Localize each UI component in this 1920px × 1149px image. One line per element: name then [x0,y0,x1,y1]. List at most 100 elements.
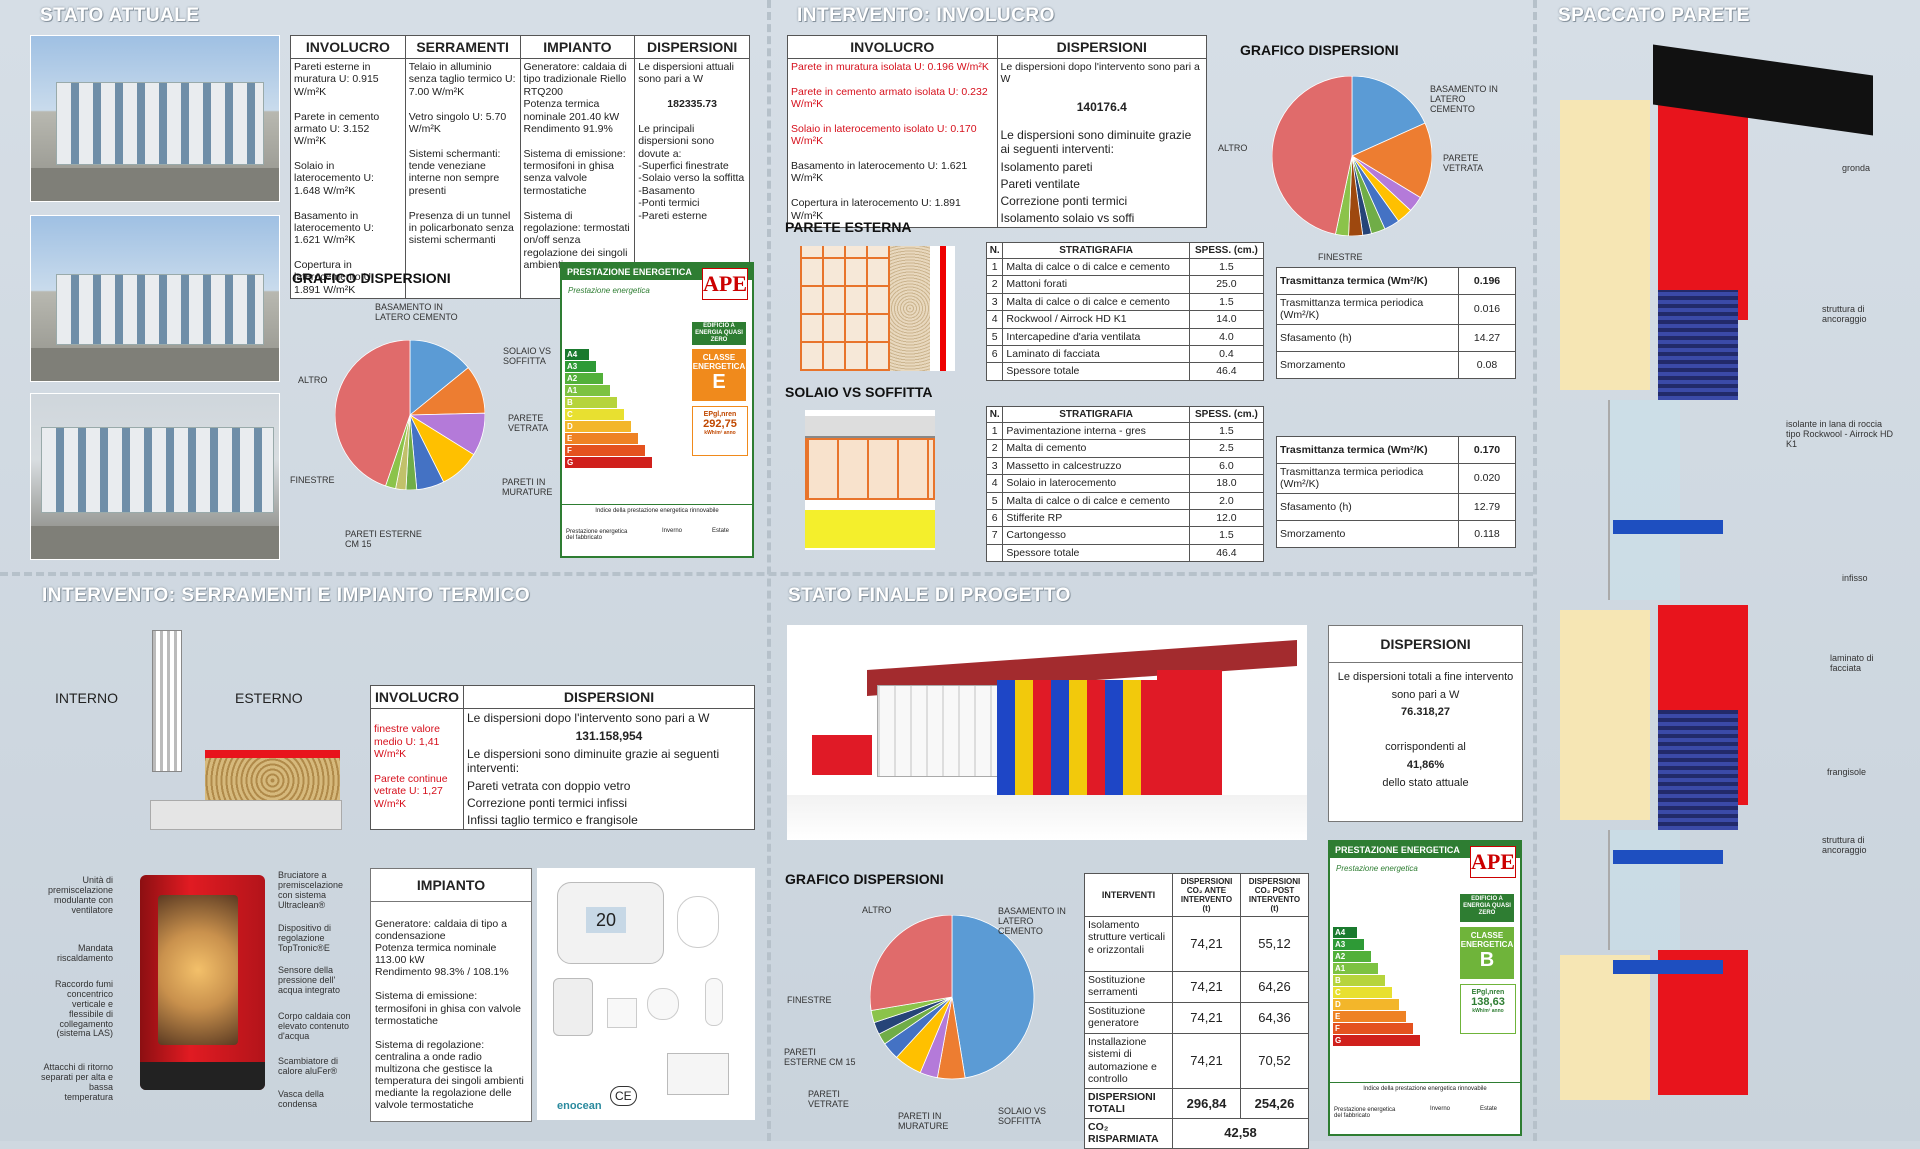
co2-cell: 74,21 [1172,1002,1241,1034]
building-photo [30,35,280,202]
cell-text: Potenza termica nominale 113.00 kW [375,942,497,967]
energy-class-bar: D [565,421,631,432]
divider [0,572,1533,576]
total-value: 46.4 [1188,543,1265,563]
row-number: 6 [985,508,1004,528]
row-layer: Mattoni forati [1002,275,1190,294]
section-title: STATO FINALE DI PROGETTO [788,585,1071,606]
list-item: Correzione ponti termici [1000,193,1128,208]
facade-label: struttura di ancoraggio [1822,304,1867,324]
table-header: INVOLUCRO [290,35,406,59]
energy-class-bar: D [1333,999,1399,1010]
co2-cell: CO₂ RISPARMIATA [1083,1117,1174,1149]
table-header: N. [985,242,1004,259]
row-layer: Rockwool / Airrock HD K1 [1002,310,1190,329]
co2-cell: 74,21 [1172,1033,1241,1089]
row-layer: Malta di cemento [1002,439,1190,458]
boiler-label: Mandata riscaldamento [56,943,113,963]
list-item: Infissi taglio termico e frangisole [467,812,638,827]
cell-text: Solaio in laterocemento U: 1.648 W/m²K [294,160,374,197]
prop-value: 0.016 [1458,294,1516,325]
row-layer: Intercapedine d'aria ventilata [1002,327,1190,346]
boiler-label: Attacchi di ritorno separati per alta e … [40,1062,113,1102]
cell-text: Potenza termica nominale 201.40 kW [523,98,620,123]
row-layer: Massetto in calcestruzzo [1002,456,1190,476]
pie-slice [1272,76,1353,235]
co2-cell: Installazione sistemi di automazione e c… [1083,1033,1174,1089]
row-layer: Pavimentazione interna - gres [1002,421,1190,441]
table-row: 5 Malta di calce o di calce e cemento 2.0 [985,491,1265,510]
row-layer: Cartongesso [1002,526,1190,545]
table-header: INTERVENTI [1083,873,1174,917]
table-header: SPESS. (cm.) [1188,242,1265,259]
energy-class-bar: A4 [565,349,589,360]
stratigrafia-table: N. STRATIGRAFIA SPESS. (cm.) 1 Pavimentazion… [985,406,1265,563]
chart-label: BASAMENTO IN LATERO CEMENTO [998,906,1066,936]
table-header: SPESS. (cm.) [1188,406,1265,423]
co2-cell: Sostituzione generatore [1083,1002,1174,1034]
pie-slice [1351,122,1432,199]
row-number: 2 [985,275,1004,294]
pie-chart [335,340,485,490]
chart-label: FINESTRE [1318,252,1363,262]
cell-text: Le dispersioni attuali sono pari a W [638,61,734,86]
energy-class-bar: G [565,457,652,468]
cell-text: finestre valore medio U: 1,41 W/m²K [374,723,440,761]
impianto-title: IMPIANTO [371,869,531,902]
cell-text: Sistemi schermanti: tende veneziane inte… [408,147,501,197]
chart-label: BASAMENTO IN LATERO CEMENTO [375,302,458,322]
cell-text: Rendimento 98.3% / 108.1% [375,966,509,979]
table-row: Smorzamento 0.118 [1276,519,1516,548]
cell-text: Sistema di regolazione: termostati on/of… [523,209,630,272]
energy-class-bar: C [1333,987,1392,998]
energy-class-bar: C [565,409,624,420]
cell-text: Generatore: caldaia di tipo a condensazi… [375,918,507,943]
divider [1533,0,1537,1141]
pie-slice [409,340,469,416]
table-row: 2 Malta di cemento 2.5 [985,439,1265,458]
table-header: DISPERSIONI CO₂ ANTE INTERVENTO (t) [1172,873,1241,917]
energy-class-bar: A1 [565,385,610,396]
co2-cell: 74,21 [1172,916,1241,972]
pie-slice [1351,76,1426,157]
table-row: Trasmittanza termica periodica (Wm²/K) 0.… [1276,463,1516,494]
cell-text: Vetro singolo U: 5.70 W/m²K [408,110,507,135]
energy-class-bar: B [1333,975,1385,986]
cell-text: Le dispersioni dopo l'intervento sono pa… [467,711,710,725]
row-thickness: 18.0 [1188,474,1265,493]
building-photo [30,215,280,382]
solaio-section-drawing [805,410,935,550]
facade-label: frangisole [1827,767,1867,777]
row-number: 6 [985,344,1004,364]
co2-cell: 296,84 [1172,1088,1241,1119]
row-thickness: 1.5 [1188,257,1265,277]
thermostat-device: 20 [557,882,664,964]
cell-text: Generatore: caldaia di tipo tradizionale… [523,61,627,98]
cell-text: Sistema di emissione: termosifoni in ghi… [375,990,521,1027]
pie-slice [951,915,1035,1079]
row-layer: Solaio in laterocemento [1002,474,1190,493]
cell-text: Solaio in laterocemento isolato U: 0.170… [791,122,977,148]
enocean-logo: enocean [557,1100,602,1112]
energy-class-bar: F [1333,1023,1413,1034]
row-number: 3 [985,292,1004,312]
table-row: 1 Malta di calce o di calce e cemento 1.5 [985,257,1265,277]
chart-label: PARETI VETRATE [808,1089,849,1109]
finale-value: 76.318,27 [1401,706,1450,719]
ep-value: 292,75 [703,418,737,430]
co2-cell: DISPERSIONI TOTALI [1083,1088,1174,1119]
prop-label: Trasmittanza termica (Wm²/K) [1276,267,1459,295]
co2-cell: Isolamento strutture verticali e orizzon… [1083,916,1174,972]
row-thickness: 12.0 [1188,508,1265,528]
chart-label: FINESTRE [787,995,832,1005]
boiler-label: Scambiatore di calore aluFer® [278,1056,339,1076]
dispersioni-value: 140176.4 [1076,99,1127,114]
dispersioni-value: 131.158,954 [575,729,643,744]
prop-label: Trasmittanza termica periodica (Wm²/K) [1276,463,1459,494]
row-number: 4 [985,310,1004,329]
row-thickness: 1.5 [1188,526,1265,545]
ape-sub: Prestazione energetica [568,286,650,295]
energy-class-bar: A3 [1333,939,1364,950]
cell-text: Sistema di emissione: termosifoni in ghi… [523,147,626,197]
